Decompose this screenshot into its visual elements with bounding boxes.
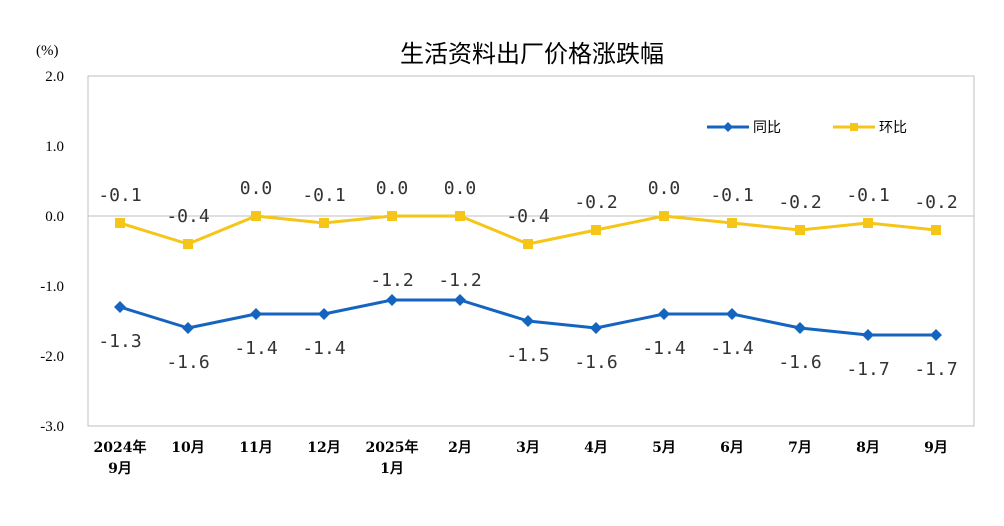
data-point (863, 218, 873, 228)
data-point (182, 322, 194, 334)
series-diamond: -1.3 -1.6 -1.4 -1.4 -1.2 -1.2 -1.5 -1.6 -1.4 -1.4… (98, 270, 957, 380)
data-point (727, 218, 737, 228)
data-label: -0.4 (166, 206, 209, 227)
x-tick-label: 10月 (171, 440, 204, 456)
x-tick-label: 6月 (720, 440, 744, 456)
data-point (590, 322, 602, 334)
data-point (386, 294, 398, 306)
x-tick-label: 9月 (924, 440, 948, 456)
series-square: -0.1 -0.4 0.0 -0.1 0.0 0.0 -0.4 -0.2 0.0 -0.1 -0.2… (98, 178, 958, 249)
data-point (250, 308, 262, 320)
data-point (319, 218, 329, 228)
x-tick-label: 9月 (108, 461, 132, 477)
data-label: -1.7 (846, 359, 889, 380)
data-label: 0.0 (240, 178, 273, 199)
data-point (251, 211, 261, 221)
data-label: -0.1 (302, 185, 345, 206)
data-label: 0.0 (444, 178, 477, 199)
data-point (522, 315, 534, 327)
x-tick-label: 8月 (856, 440, 880, 456)
data-point (387, 211, 397, 221)
data-label: -1.2 (370, 270, 413, 291)
data-label: 0.0 (648, 178, 681, 199)
data-point (794, 322, 806, 334)
x-tick-label: 5月 (652, 440, 676, 456)
data-label: -0.1 (98, 185, 141, 206)
data-label: -1.4 (302, 338, 345, 359)
x-axis: 2024年 9月 10月 11月 12月 2025年 1月 2月 3月 4月 5月 6月 7月 8月 9月 (94, 439, 948, 477)
x-tick-label: 2月 (448, 440, 472, 456)
series-layer: -1.3 -1.6 -1.4 -1.4 -1.2 -1.2 -1.5 -1.6 -1.4 -1.4… (98, 178, 957, 380)
x-tick-label: 2025年 (366, 439, 419, 456)
data-label: -0.2 (778, 192, 821, 213)
data-label: -1.4 (642, 338, 685, 359)
data-point (658, 308, 670, 320)
data-label: 0.0 (376, 178, 409, 199)
y-axis: 2.0 1.0 0.0 -1.0 -2.0 -3.0 (40, 69, 64, 435)
y-tick-label: 2.0 (45, 69, 64, 85)
data-label: -0.4 (506, 206, 549, 227)
data-point (930, 329, 942, 341)
x-tick-label: 4月 (584, 440, 608, 456)
x-tick-label: 12月 (307, 440, 340, 456)
data-point (795, 225, 805, 235)
x-tick-label: 7月 (788, 440, 812, 456)
legend-marker (723, 122, 733, 132)
data-point (659, 211, 669, 221)
legend-item: 同比 (707, 120, 781, 136)
legend-marker (850, 123, 858, 131)
chart-title: 生活资料出厂价格涨跌幅 (400, 40, 664, 68)
data-point (455, 211, 465, 221)
data-label: -1.6 (778, 352, 821, 373)
legend: 同比 环比 (707, 120, 907, 136)
x-tick-label: 1月 (380, 461, 404, 477)
data-label: -0.1 (710, 185, 753, 206)
data-label: -1.6 (574, 352, 617, 373)
data-label: -0.2 (574, 192, 617, 213)
x-tick-label: 3月 (516, 440, 540, 456)
y-unit-label: (%) (36, 43, 59, 59)
y-tick-label: -1.0 (40, 279, 64, 295)
legend-item: 环比 (833, 120, 907, 136)
data-label: -1.2 (438, 270, 481, 291)
data-point (318, 308, 330, 320)
data-point (523, 239, 533, 249)
data-point (862, 329, 874, 341)
data-label: -0.2 (914, 192, 957, 213)
data-point (591, 225, 601, 235)
y-tick-label: 1.0 (45, 139, 64, 155)
data-label: -1.3 (98, 331, 141, 352)
data-point (114, 301, 126, 313)
x-tick-label: 11月 (239, 440, 272, 456)
data-label: -0.1 (846, 185, 889, 206)
data-label: -1.6 (166, 352, 209, 373)
data-point (931, 225, 941, 235)
data-point (726, 308, 738, 320)
legend-label: 同比 (753, 120, 781, 136)
y-tick-label: -3.0 (40, 419, 64, 435)
data-label: -1.4 (710, 338, 753, 359)
y-tick-label: 0.0 (45, 209, 64, 225)
data-label: -1.4 (234, 338, 277, 359)
y-tick-label: -2.0 (40, 349, 64, 365)
data-point (454, 294, 466, 306)
data-point (115, 218, 125, 228)
plot-area (87, 75, 975, 427)
data-label: -1.7 (914, 359, 957, 380)
data-point (183, 239, 193, 249)
data-label: -1.5 (506, 345, 549, 366)
x-tick-label: 2024年 (94, 439, 147, 456)
legend-label: 环比 (879, 120, 907, 136)
